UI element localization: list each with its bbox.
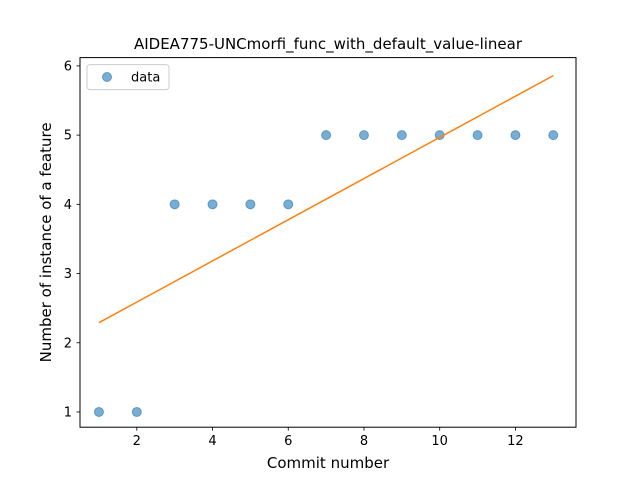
data-point — [358, 130, 369, 141]
y-tick-label: 2 — [64, 336, 72, 351]
fit-line — [98, 74, 554, 324]
chart-title: AIDEA775-UNCmorfi_func_with_default_valu… — [134, 35, 523, 54]
y-tick-label: 4 — [64, 198, 72, 213]
data-point — [548, 130, 559, 141]
x-tick-label: 12 — [507, 434, 524, 449]
x-tick-label: 4 — [208, 434, 216, 449]
legend-marker-data — [102, 72, 112, 82]
data-point — [131, 406, 142, 417]
x-tick-label: 6 — [284, 434, 292, 449]
legend-label-data: data — [131, 71, 160, 86]
legend: data — [86, 64, 170, 91]
data-point — [207, 199, 218, 210]
y-tick-label: 3 — [64, 267, 72, 282]
data-point — [283, 199, 294, 210]
data-point — [510, 130, 521, 141]
x-tick-label: 8 — [360, 434, 368, 449]
legend-frame — [86, 64, 170, 91]
x-tick-label: 10 — [431, 434, 448, 449]
plot-frame — [79, 57, 577, 428]
data-point — [321, 130, 332, 141]
data-point — [472, 130, 483, 141]
data-point — [245, 199, 256, 210]
data-point — [169, 199, 180, 210]
y-tick-label: 1 — [64, 405, 72, 420]
y-tick-label: 6 — [64, 59, 72, 74]
x-tick-label: 2 — [133, 434, 141, 449]
data-point — [396, 130, 407, 141]
plot-area — [80, 57, 576, 428]
x-axis-label: Commit number — [267, 454, 390, 472]
marks-layer — [93, 74, 559, 417]
data-point — [93, 406, 104, 417]
y-tick-label: 5 — [64, 129, 72, 144]
y-axis-label: Number of instance of a feature — [37, 122, 55, 362]
